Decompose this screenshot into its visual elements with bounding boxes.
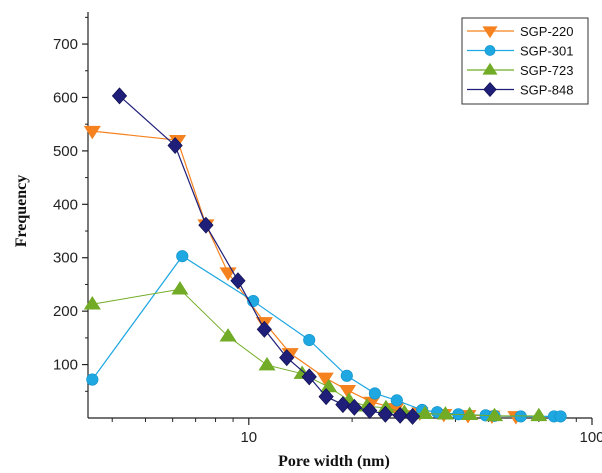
series-sgp-848 (111, 87, 421, 425)
legend-label: SGP-848 (520, 83, 573, 98)
y-tick-label: 200 (53, 303, 78, 320)
data-point-sgp-723 (83, 296, 101, 310)
data-point-sgp-301 (176, 250, 189, 263)
data-point-sgp-220 (83, 125, 101, 140)
data-point-sgp-848 (256, 320, 272, 338)
y-axis-title: Frequency (13, 175, 30, 248)
data-point-sgp-848 (318, 388, 334, 406)
data-point-sgp-848 (362, 402, 378, 419)
data-point-sgp-848 (335, 396, 351, 414)
data-point-sgp-723 (416, 405, 434, 419)
x-axis-title: Pore width (nm) (278, 453, 390, 470)
data-point-sgp-848 (230, 272, 246, 290)
data-point-sgp-848 (392, 406, 408, 424)
y-tick-label: 300 (53, 250, 78, 267)
y-tick-label: 500 (53, 143, 78, 160)
legend-marker (483, 82, 497, 97)
legend-label: SGP-301 (520, 44, 573, 59)
data-point-sgp-301 (368, 387, 381, 400)
series-layer (83, 87, 567, 425)
data-point-sgp-220 (316, 372, 334, 387)
data-point-sgp-301 (390, 394, 403, 407)
data-point-sgp-848 (377, 405, 393, 423)
legend-entry-sgp-848: SGP-848 (467, 82, 573, 98)
y-tick-label: 400 (53, 196, 78, 213)
legend: SGP-220 SGP-301 SGP-723 SGP-848 (461, 17, 589, 105)
data-point-sgp-723 (219, 328, 237, 342)
y-tick-label: 700 (53, 36, 78, 53)
series-sgp-723 (83, 281, 548, 422)
data-point-sgp-301 (303, 333, 316, 347)
x-tick-label: 10 (240, 429, 257, 446)
data-point-sgp-220 (339, 384, 357, 399)
y-tick-label: 600 (53, 89, 78, 106)
data-point-sgp-301 (340, 369, 353, 382)
legend-entry-sgp-301: SGP-301 (467, 44, 573, 59)
data-point-sgp-848 (279, 349, 295, 367)
data-point-sgp-723 (258, 356, 276, 371)
data-point-sgp-723 (485, 407, 504, 422)
data-point-sgp-848 (111, 87, 128, 105)
series-line-sgp-723 (92, 288, 539, 417)
legend-marker (482, 26, 498, 39)
x-tick-label: 100 (579, 429, 602, 446)
legend-marker (482, 62, 498, 75)
data-point-sgp-848 (198, 216, 214, 234)
legend-label: SGP-723 (520, 63, 573, 78)
data-point-sgp-723 (171, 281, 189, 295)
data-point-sgp-723 (530, 407, 548, 422)
data-point-sgp-848 (167, 137, 183, 155)
data-point-sgp-723 (436, 406, 454, 420)
data-point-sgp-723 (461, 406, 479, 421)
data-point-sgp-301 (86, 373, 99, 386)
data-point-sgp-301 (554, 410, 567, 423)
legend-marker (484, 45, 496, 56)
legend-entry-sgp-723: SGP-723 (467, 62, 573, 78)
legend-label: SGP-220 (520, 24, 573, 39)
data-point-sgp-848 (346, 398, 362, 416)
y-tick-label: 100 (53, 357, 78, 374)
data-point-sgp-848 (404, 407, 421, 425)
axes: 100 200 300 400 500 600 700 10 100 (53, 12, 602, 446)
legend-entry-sgp-220: SGP-220 (467, 24, 573, 39)
data-point-sgp-848 (301, 368, 317, 386)
